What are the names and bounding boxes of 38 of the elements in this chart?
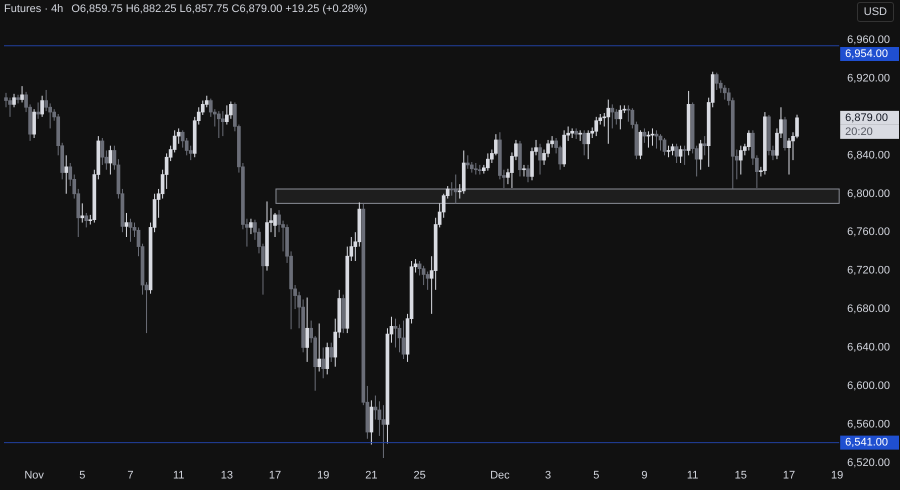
y-tick-label: 6,680.00 — [847, 303, 890, 316]
y-tick-label: 6,920.00 — [847, 72, 890, 84]
x-tick-label: 19 — [831, 469, 844, 482]
x-tick-label: Dec — [490, 469, 510, 482]
x-tick-label: 7 — [127, 469, 134, 482]
x-tick-label: 15 — [734, 469, 747, 482]
ref-line-label: 6,541.00 — [845, 436, 888, 449]
x-tick-label: Nov — [24, 469, 44, 482]
x-tick-label: 13 — [220, 469, 233, 482]
text: 20:20 — [845, 126, 873, 138]
y-axis-title: USD — [856, 2, 894, 22]
x-tick-label: 5 — [593, 469, 600, 482]
ref-line-label: 6,954.00 — [845, 48, 888, 60]
x-tick-label: 21 — [365, 469, 378, 482]
y-tick-label: 6,800.00 — [847, 188, 890, 200]
x-tick-label: 9 — [641, 469, 648, 482]
x-tick-label: 5 — [79, 469, 86, 482]
x-tick-label: 17 — [782, 469, 796, 482]
y-tick-label: 6,960.00 — [847, 34, 890, 46]
y-tick-label: 6,520.00 — [847, 456, 890, 469]
y-tick-label: 6,840.00 — [847, 149, 890, 162]
x-tick-label: 19 — [317, 469, 330, 482]
x-tick-label: 25 — [413, 469, 426, 482]
candlestick — [650, 128, 654, 146]
y-tick-label: 6,640.00 — [847, 342, 890, 354]
y-tick-label: 6,760.00 — [847, 226, 890, 238]
x-tick-label: 3 — [545, 469, 552, 482]
candlestick — [682, 146, 686, 165]
y-tick-label: 6,560.00 — [847, 418, 890, 430]
chart-subtitle: O6,859.75 H6,882.25 L6,857.75 C6,879.00 +19.25 (+0.28%) — [71, 3, 368, 15]
candlestick — [454, 174, 458, 204]
x-tick-label: 17 — [268, 469, 282, 482]
x-tick-label: 11 — [686, 469, 698, 482]
chart-title: Futures · 4h — [4, 3, 64, 15]
x-tick-label: 11 — [172, 469, 184, 482]
y-tick-label: 6,720.00 — [847, 264, 890, 277]
text: 6,879.00 — [845, 112, 888, 124]
y-tick-label: 6,600.00 — [847, 380, 890, 392]
